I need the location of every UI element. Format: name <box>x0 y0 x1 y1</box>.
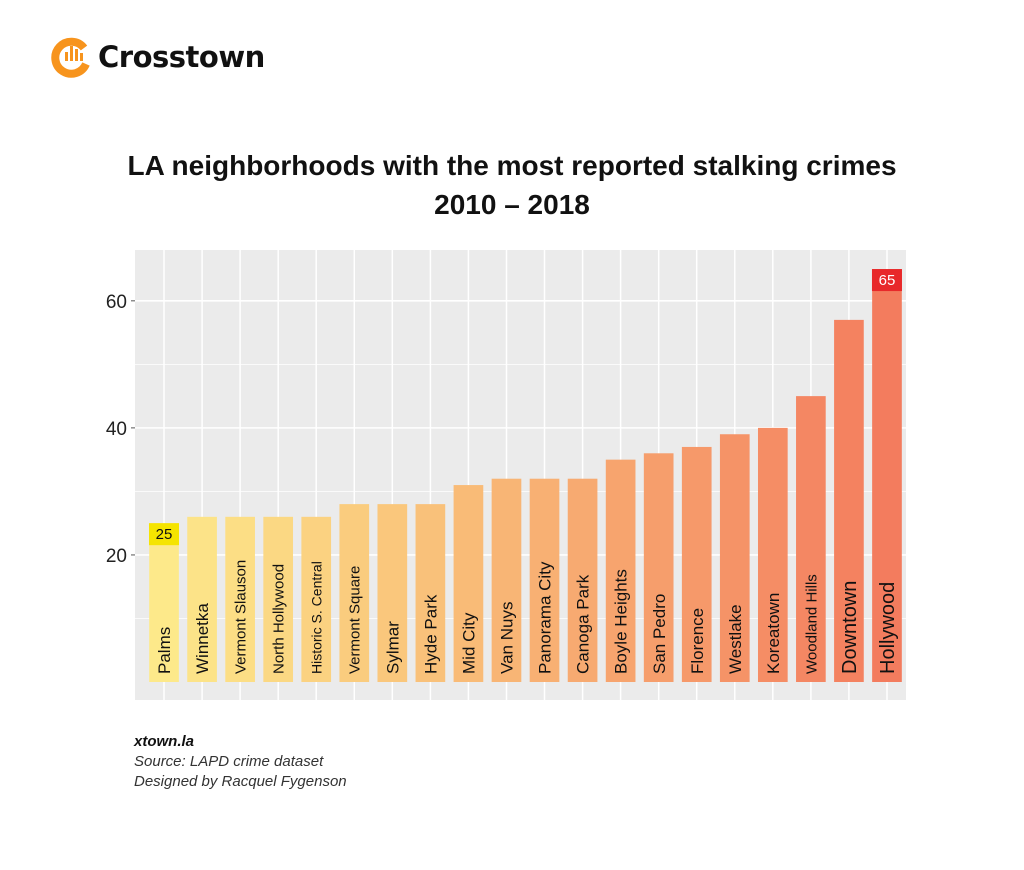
category-label: Sylmar <box>383 621 402 674</box>
bar-san-pedro <box>643 453 674 682</box>
y-tick-label: 20 <box>106 546 127 567</box>
category-label: Palms <box>155 627 174 674</box>
bar-westlake <box>719 434 750 682</box>
bar-koreatown <box>757 427 788 682</box>
category-label: Winnetka <box>193 603 212 674</box>
bar-hollywood <box>872 269 902 682</box>
data-label: 65 <box>879 272 896 289</box>
chart-subtitle: 2010 – 2018 <box>434 189 590 220</box>
crosstown-logo: Crosstown <box>50 36 265 78</box>
bar-vermont-square <box>339 504 370 682</box>
category-label: Boyle Heights <box>612 569 631 674</box>
category-label: Historic S. Central <box>308 561 324 674</box>
crosstown-wordmark: Crosstown <box>98 40 265 74</box>
bar-sylmar <box>377 504 408 682</box>
bar-canoga-park <box>567 478 598 682</box>
category-label: Hyde Park <box>421 594 440 674</box>
category-label: Florence <box>688 608 707 674</box>
bar-mid-city <box>453 485 484 682</box>
data-label-box <box>149 523 180 546</box>
category-label: Mid City <box>460 612 479 674</box>
crosstown-logo-icon <box>51 37 90 78</box>
bar-winnetka <box>187 516 217 682</box>
bar-palms <box>149 523 179 682</box>
category-label: San Pedro <box>650 594 669 674</box>
category-label: North Hollywood <box>271 564 288 674</box>
bar-downtown <box>834 319 864 682</box>
category-label: Woodland Hills <box>803 574 820 674</box>
category-label: Canoga Park <box>574 574 593 674</box>
bar-florence <box>681 446 712 682</box>
bar-van-nuys <box>491 478 522 682</box>
category-label: Downtown <box>839 581 861 674</box>
category-label: Van Nuys <box>498 602 517 674</box>
category-label: Westlake <box>726 604 745 674</box>
y-tick-label: 40 <box>106 419 127 440</box>
footer: xtown.la Source: LAPD crime dataset Desi… <box>134 732 347 792</box>
bar-north-hollywood <box>263 516 294 682</box>
footer-site: xtown.la <box>134 733 195 750</box>
category-label: Hollywood <box>877 582 899 674</box>
bar-boyle-heights <box>605 459 636 682</box>
bar-panorama-city <box>529 478 560 682</box>
category-label: Panorama City <box>536 561 555 674</box>
footer-designer: Designed by Racquel Fygenson <box>134 773 347 790</box>
y-tick-label: 60 <box>106 292 127 313</box>
bar-hyde-park <box>415 504 446 682</box>
bar-vermont-slauson <box>225 516 255 682</box>
bar-woodland-hills <box>796 396 826 682</box>
category-label: Vermont Square <box>347 566 364 674</box>
bar-historic-s-central <box>301 516 332 682</box>
data-label-box <box>871 269 902 292</box>
footer-source: Source: LAPD crime dataset <box>134 753 324 770</box>
data-label: 25 <box>156 526 173 543</box>
chart-title: LA neighborhoods with the most reported … <box>127 150 897 181</box>
category-label: Koreatown <box>764 593 783 674</box>
category-label: Vermont Slauson <box>233 560 250 674</box>
